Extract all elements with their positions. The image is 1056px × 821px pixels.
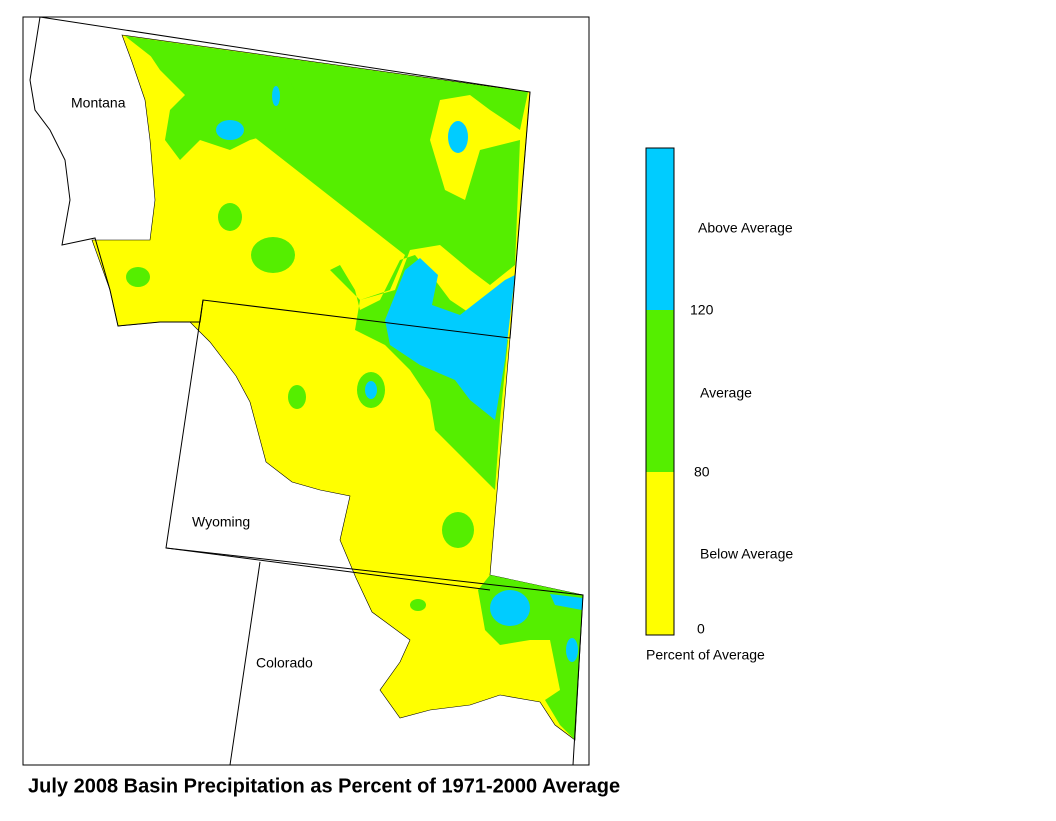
average-area — [288, 385, 306, 409]
above-average-area — [216, 120, 244, 140]
montana-boundary — [29, 16, 531, 339]
average-area — [125, 36, 528, 490]
average-area — [126, 267, 150, 287]
legend-tick-label: 80 — [694, 464, 710, 480]
average-area — [140, 40, 300, 160]
legend-tick-label: 120 — [690, 302, 714, 318]
above-average-area — [566, 638, 578, 662]
legend-class-label: Average — [700, 385, 752, 401]
above-average-area — [490, 590, 530, 626]
state-label: Colorado — [256, 655, 313, 671]
above-average-area — [550, 594, 583, 610]
above-average-area — [272, 86, 280, 106]
state-label: Wyoming — [192, 514, 250, 530]
above-average-area — [365, 381, 377, 399]
average-area — [218, 203, 242, 231]
legend-class-label: Above Average — [698, 220, 793, 236]
basin-above-average-areas — [216, 86, 583, 662]
above-average-area — [448, 121, 468, 153]
average-area — [410, 599, 426, 611]
legend-title: Percent of Average — [646, 647, 765, 663]
legend-class-label: Below Average — [700, 546, 793, 562]
state-label: Montana — [71, 95, 126, 111]
legend-swatch — [646, 472, 674, 635]
average-area — [251, 237, 295, 273]
legend-frame — [645, 147, 675, 636]
legend-swatch — [646, 310, 674, 472]
above-average-area — [385, 258, 515, 420]
colorado-boundary — [165, 547, 584, 766]
average-area — [442, 512, 474, 548]
map-title: July 2008 Basin Precipitation as Percent… — [28, 775, 620, 797]
legend-swatch — [646, 148, 674, 310]
colorado-west-boundary — [229, 561, 261, 766]
legend: Above Average 120 Average 80 Below Avera… — [645, 147, 793, 663]
legend-tick-label: 0 — [697, 621, 705, 637]
basin-average-areas — [125, 36, 583, 740]
